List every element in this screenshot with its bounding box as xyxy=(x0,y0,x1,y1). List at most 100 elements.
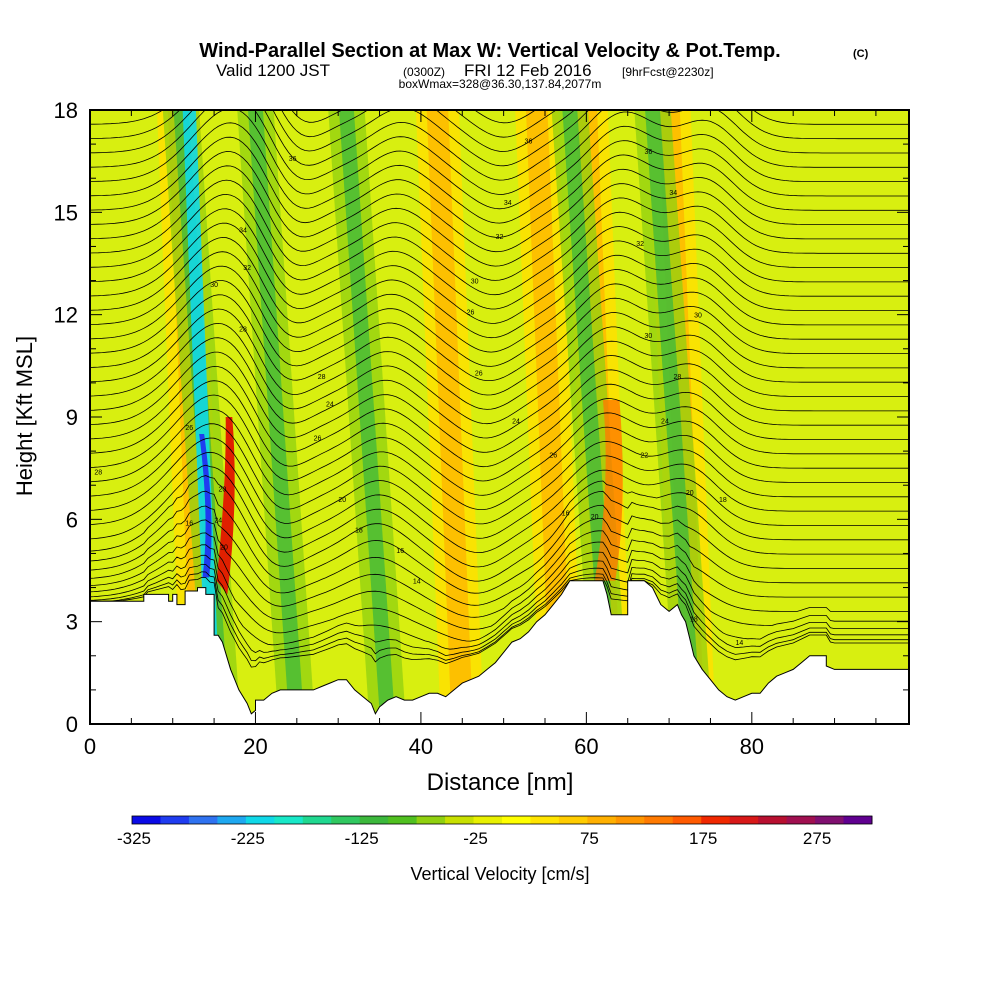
theta-label: 16 xyxy=(562,511,570,518)
isentrope-line xyxy=(90,408,909,510)
theta-label: 22 xyxy=(640,453,648,460)
theta-label: 30 xyxy=(694,313,702,320)
colorbar-swatch xyxy=(729,816,759,824)
downdraft-band-core xyxy=(645,110,702,724)
colorbar-swatch xyxy=(473,816,503,824)
isentrope-line xyxy=(474,110,537,124)
isentrope-line xyxy=(90,563,909,657)
theta-label: 16 xyxy=(396,548,404,555)
theta-label: 26 xyxy=(185,425,193,432)
forecast-label: [9hrFcst@2230z] xyxy=(622,65,714,79)
isentrope-line xyxy=(90,110,909,152)
theta-label: 28 xyxy=(673,374,681,381)
isentrope-line xyxy=(90,437,909,539)
theta-label: 28 xyxy=(94,470,102,477)
isentrope-line xyxy=(90,423,909,525)
colorbar-swatch xyxy=(587,816,617,824)
velocity-bands xyxy=(157,110,716,724)
isentrope-line xyxy=(90,576,909,668)
colorbar-swatch xyxy=(160,816,190,824)
isentrope-line xyxy=(90,110,909,167)
theta-label: 14 xyxy=(736,640,744,647)
max-updraft-core xyxy=(216,417,235,595)
x-tick-label: 60 xyxy=(574,734,598,759)
isentrope-line xyxy=(90,151,909,253)
colorbar-swatch xyxy=(132,816,161,824)
isentrope-line xyxy=(90,308,909,410)
theta-contour-labels: 28 26 16 20 24 20 36 34 32 30 28 28 24 26 20 18 16 14 36 34… xyxy=(94,139,743,647)
isentrope-line xyxy=(90,110,909,195)
isentrope-line xyxy=(90,280,909,381)
theta-label: 30 xyxy=(645,333,653,340)
theta-label: 24 xyxy=(326,401,334,408)
theta-label: 28 xyxy=(318,374,326,381)
y-axis-label: Height [Kft MSL] xyxy=(12,336,37,496)
colorbar-label: Vertical Velocity [cm/s] xyxy=(410,864,589,884)
theta-label: 24 xyxy=(214,517,222,524)
isentrope-line xyxy=(90,136,909,238)
colorbar-swatch xyxy=(302,816,332,824)
theta-label: 32 xyxy=(496,234,504,241)
isentrope-line xyxy=(90,179,909,281)
theta-label: 34 xyxy=(504,200,512,207)
theta-label: 34 xyxy=(239,227,247,234)
theta-label: 16 xyxy=(185,521,193,528)
colorbar-tick-label: -25 xyxy=(463,829,488,848)
potential-temperature-contours xyxy=(90,110,909,668)
colorbar-swatch xyxy=(758,816,788,824)
chart-title: Wind-Parallel Section at Max W: Vertical… xyxy=(199,40,780,62)
downdraft-band-core xyxy=(248,110,305,724)
colorbar-swatch xyxy=(530,816,560,824)
isentrope-line xyxy=(90,505,909,606)
isentrope-line xyxy=(90,554,909,650)
isentrope-line xyxy=(90,464,909,568)
x-tick-label: 80 xyxy=(740,734,764,759)
colorbar-swatch xyxy=(644,816,674,824)
y-tick-label: 0 xyxy=(66,712,78,737)
colorbar-swatch xyxy=(615,816,645,824)
theta-label: 30 xyxy=(210,282,218,289)
theta-label: 20 xyxy=(686,490,694,497)
theta-label: 32 xyxy=(243,265,251,272)
isentrope-line xyxy=(90,451,909,554)
downdraft-band-core xyxy=(339,110,396,724)
theta-label: 14 xyxy=(413,579,421,586)
isentrope-line xyxy=(90,165,909,267)
isentrope-line xyxy=(90,122,909,224)
theta-label: 26 xyxy=(467,309,475,316)
isentrope-line xyxy=(90,222,909,324)
theta-label: 26 xyxy=(475,371,483,378)
colorbar-tick-labels: -325 -225 -125 -25 75 175 275 xyxy=(117,829,831,848)
x-tick-label: 40 xyxy=(409,734,433,759)
isentrope-line xyxy=(90,351,909,453)
colorbar-swatch xyxy=(786,816,816,824)
colorbar-swatch xyxy=(843,816,873,824)
theta-label: 20 xyxy=(218,487,226,494)
valid-date-label: FRI 12 Feb 2016 xyxy=(464,61,592,80)
isentrope-line xyxy=(90,571,909,662)
colorbar-tick-label: 275 xyxy=(803,829,831,848)
isentrope-line xyxy=(90,475,909,582)
isentrope-line xyxy=(90,236,909,339)
theta-label: 20 xyxy=(220,545,228,552)
colorbar-swatch xyxy=(274,816,304,824)
theta-label: 20 xyxy=(591,514,599,521)
colorbar-swatch xyxy=(245,816,275,824)
colorbar-swatch xyxy=(701,816,731,824)
colorbar xyxy=(131,815,873,825)
plot-area: 28 26 16 20 24 20 36 34 32 30 28 28 24 26 20 18 16 14 36 34… xyxy=(90,110,909,724)
isentrope-line xyxy=(90,251,909,353)
colorbar-swatch xyxy=(815,816,845,824)
colorbar-tick-label: -325 xyxy=(117,829,151,848)
isentrope-line xyxy=(90,110,909,181)
isentrope-line xyxy=(90,519,909,618)
colorbar-swatch xyxy=(217,816,247,824)
isentrope-line xyxy=(90,532,909,630)
y-tick-label: 15 xyxy=(54,200,78,225)
isentrope-line xyxy=(90,193,909,296)
y-tick-label: 3 xyxy=(66,610,78,635)
theta-label: 18 xyxy=(719,497,727,504)
colorbar-tick-label: 175 xyxy=(689,829,717,848)
